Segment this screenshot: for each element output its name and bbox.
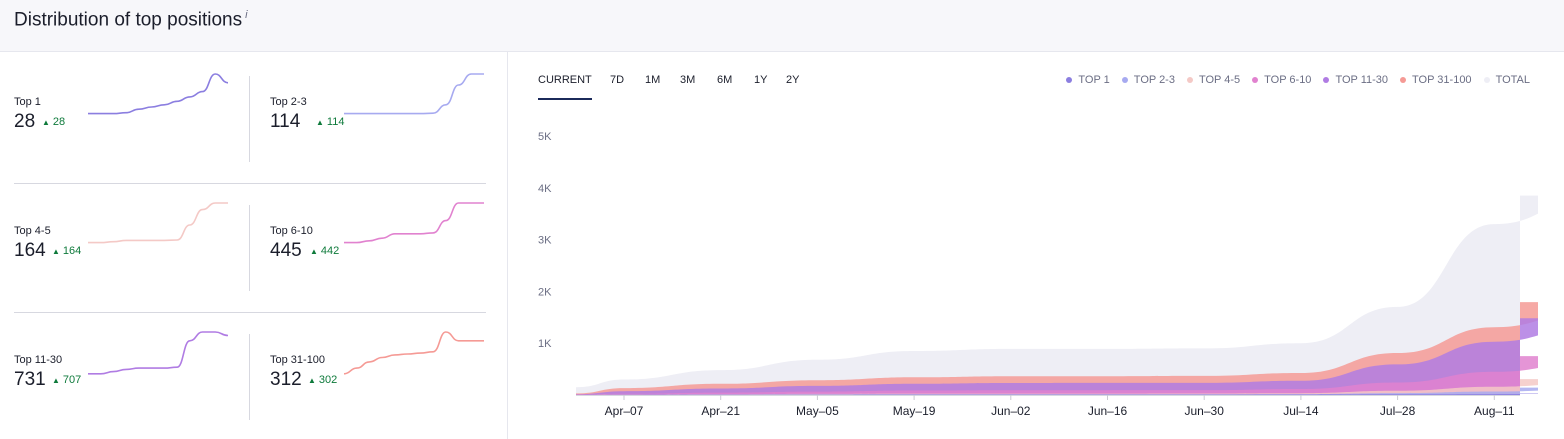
- card-label: Top 4-5: [14, 225, 51, 237]
- card-top-2-3[interactable]: Top 2-3 114 ▲ 114: [270, 73, 500, 176]
- sparkline: [88, 73, 229, 115]
- card-delta: ▲ 707: [52, 374, 82, 386]
- card-row-separator: [14, 312, 486, 313]
- sparkline: [344, 331, 484, 375]
- up-triangle-icon: ▲: [310, 247, 318, 256]
- widget-title: Distribution of top positions i: [14, 9, 248, 31]
- y-tick-label: 2K: [538, 286, 552, 298]
- legend-item-top-1[interactable]: TOP 1: [1066, 73, 1110, 87]
- card-value: 164: [14, 240, 46, 261]
- card-row-separator: [14, 183, 486, 184]
- tab-7d[interactable]: 7D: [610, 74, 625, 86]
- sparkline-path: [88, 202, 228, 244]
- up-triangle-icon: ▲: [308, 376, 316, 385]
- y-tick-label: 3K: [538, 235, 552, 247]
- card-delta: ▲ 28: [42, 116, 66, 128]
- sparkline-path: [344, 202, 484, 244]
- legend-item-top-31-100[interactable]: TOP 31-100: [1400, 73, 1472, 87]
- x-tick-label: Jun–02: [991, 404, 1031, 418]
- card-label: Top 11-30: [14, 354, 63, 366]
- widget-title-text: Distribution of top positions: [14, 9, 243, 31]
- up-triangle-icon: ▲: [52, 376, 60, 385]
- card-label: Top 31-100: [270, 354, 326, 366]
- card-top-11-30[interactable]: Top 11-30 731 ▲ 707: [14, 331, 244, 434]
- up-triangle-icon: ▲: [52, 247, 60, 256]
- x-tick-label: May–05: [796, 404, 839, 418]
- sparkline-path: [88, 331, 229, 375]
- sparkline: [344, 202, 484, 244]
- legend-item-top-11-30[interactable]: TOP 11-30: [1323, 73, 1388, 87]
- sparkline: [88, 202, 228, 244]
- card-value: 114: [270, 111, 301, 132]
- legend-dot: [1121, 77, 1128, 83]
- x-tick-label: Apr–21: [701, 404, 740, 418]
- up-triangle-icon: ▲: [42, 118, 50, 127]
- legend-item-top-4-5[interactable]: TOP 4-5: [1186, 73, 1240, 87]
- card-top-6-10[interactable]: Top 6-10 445 ▲ 442: [270, 202, 500, 305]
- card-value: 731: [14, 369, 46, 390]
- area-top-1: [576, 393, 1538, 395]
- card-column-separator: [249, 205, 250, 291]
- sparkline: [344, 73, 484, 115]
- widget-header: Distribution of top positions i: [0, 0, 1564, 52]
- info-icon[interactable]: i: [245, 9, 248, 21]
- tab-1y[interactable]: 1Y: [754, 74, 768, 86]
- tab-current[interactable]: CURRENT: [538, 74, 592, 100]
- legend-dot: [1483, 77, 1490, 83]
- x-tick-label: Jul–14: [1283, 404, 1319, 418]
- panel-divider: [507, 52, 508, 439]
- card-top-31-100[interactable]: Top 31-100 312 ▲ 302: [270, 331, 500, 434]
- legend-dot: [1186, 77, 1193, 83]
- y-tick-label: 4K: [538, 183, 552, 195]
- chart-legend: TOP 1 TOP 2-3 TOP 4-5 TOP 6-10 TOP 11-30…: [1054, 73, 1530, 87]
- tab-3m[interactable]: 3M: [680, 74, 696, 86]
- up-triangle-icon: ▲: [316, 118, 324, 127]
- card-label: Top 2-3: [270, 96, 307, 108]
- sparkline-path: [344, 331, 484, 375]
- legend-dot: [1323, 77, 1330, 83]
- legend-dot: [1252, 77, 1259, 83]
- y-tick-label: 5K: [538, 131, 552, 143]
- stacked-area-chart: 1K 2K 3K 4K 5K Apr–07 Apr–21 May–05 May–19 Jun–02…: [538, 131, 1538, 418]
- legend-dot: [1400, 77, 1407, 83]
- card-value: 445: [270, 240, 302, 261]
- sparkline: [88, 331, 229, 375]
- card-value: 28: [14, 111, 36, 132]
- legend-dot: [1066, 77, 1073, 83]
- x-tick-label: Jun–30: [1185, 404, 1225, 418]
- card-delta: ▲ 114: [316, 116, 345, 128]
- tab-1m[interactable]: 1M: [645, 74, 661, 86]
- x-tick-label: Aug–11: [1474, 404, 1515, 418]
- legend-item-total[interactable]: TOTAL: [1483, 73, 1530, 87]
- card-value: 312: [270, 369, 302, 390]
- x-tick-label: Jul–28: [1380, 404, 1416, 418]
- card-delta: ▲ 302: [308, 374, 338, 386]
- y-tick-label: 1K: [538, 338, 552, 350]
- tab-6m[interactable]: 6M: [717, 74, 733, 86]
- legend-item-top-2-3[interactable]: TOP 2-3: [1121, 73, 1175, 87]
- card-column-separator: [249, 334, 250, 420]
- card-label: Top 6-10: [270, 225, 313, 237]
- legend-item-top-6-10[interactable]: TOP 6-10: [1252, 73, 1311, 87]
- area-total: [576, 195, 1538, 395]
- card-column-separator: [249, 76, 250, 162]
- card-top-1[interactable]: Top 1 28 ▲ 28: [14, 73, 244, 176]
- card-label: Top 1: [14, 96, 41, 108]
- card-delta: ▲ 164: [52, 245, 82, 257]
- tab-2y[interactable]: 2Y: [786, 74, 800, 86]
- card-delta: ▲ 442: [310, 245, 340, 257]
- x-tick-label: May–19: [893, 404, 936, 418]
- card-top-4-5[interactable]: Top 4-5 164 ▲ 164: [14, 202, 244, 305]
- sparkline-path: [344, 73, 484, 115]
- sparkline-path: [88, 73, 229, 115]
- x-tick-label: Jun–16: [1088, 404, 1128, 418]
- x-tick-label: Apr–07: [605, 404, 644, 418]
